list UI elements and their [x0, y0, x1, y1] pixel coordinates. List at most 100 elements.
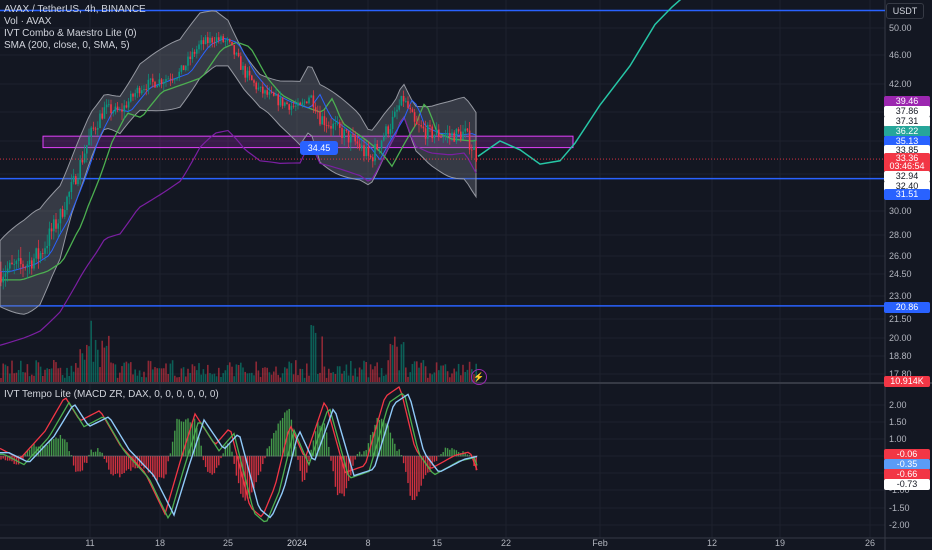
candle-body — [31, 260, 33, 269]
oscillator-histogram-bar — [200, 445, 202, 457]
oscillator-histogram-bar — [46, 445, 48, 457]
candle-body — [464, 128, 466, 132]
price-axis-badge: 20.86 — [884, 302, 930, 313]
candle-body — [20, 258, 22, 265]
candle-body — [121, 109, 123, 112]
candle-body — [211, 37, 213, 43]
candle-body — [158, 79, 161, 86]
volume-bar — [105, 345, 108, 382]
volume-bar — [72, 371, 75, 382]
candle-body — [200, 40, 202, 45]
oscillator-histogram-bar — [253, 456, 255, 489]
oscillator-histogram-bar — [55, 437, 57, 457]
candle-body — [387, 126, 389, 134]
volume-bar — [108, 335, 110, 382]
oscillator-histogram-bar — [264, 456, 266, 459]
oscillator-histogram-bar — [119, 456, 121, 478]
sma-indicator-label[interactable]: SMA (200, close, 0, SMA, 5) — [4, 40, 130, 51]
volume-bar — [220, 376, 222, 382]
volume-bar — [103, 347, 106, 382]
candle-body — [374, 143, 376, 162]
candle-body — [314, 107, 317, 112]
oscillator-histogram-bar — [405, 456, 407, 472]
candle-body — [149, 78, 152, 80]
candle-body — [396, 109, 398, 112]
oscillator-histogram-bar — [0, 456, 2, 460]
candle-body — [339, 122, 341, 128]
candle-body — [138, 87, 141, 94]
candle-body — [53, 219, 55, 232]
oscillator-histogram-bar — [330, 456, 332, 461]
candle-body — [433, 134, 436, 139]
volume-bar — [440, 365, 442, 382]
volume-bar — [297, 375, 299, 382]
volume-bar — [66, 367, 68, 382]
candle-body — [55, 219, 57, 229]
volume-bar — [207, 364, 209, 382]
candle-body — [420, 125, 422, 127]
volume-bar — [244, 371, 246, 382]
candle-body — [48, 228, 51, 246]
candle-body — [99, 113, 101, 129]
volume-bar — [68, 375, 70, 382]
price-axis-badge: 32.40 — [884, 181, 930, 192]
candle-body — [345, 129, 348, 131]
candle-body — [202, 40, 205, 45]
volume-bar — [365, 361, 367, 382]
candle-body — [268, 91, 271, 95]
volume-indicator-label[interactable]: Vol · AVAX — [4, 16, 52, 27]
oscillator-histogram-bar — [257, 456, 260, 476]
oscillator-histogram-bar — [444, 447, 447, 457]
oscillator-histogram-bar — [411, 456, 414, 501]
tempo-indicator-label[interactable]: IVT Tempo Lite (MACD ZR, DAX, 0, 0, 0, 0… — [4, 389, 219, 400]
candle-body — [431, 126, 433, 139]
volume-bar — [376, 362, 378, 382]
oscillator-histogram-bar — [66, 442, 68, 457]
oscillator-histogram-bar — [270, 438, 273, 457]
oscillator-histogram-bar — [171, 441, 174, 457]
candle-body — [251, 75, 253, 81]
volume-bar — [6, 366, 9, 382]
volume-bar — [372, 369, 374, 382]
candle-body — [273, 92, 275, 96]
candle-body — [262, 86, 264, 94]
candle-body — [347, 130, 350, 143]
oscillator-axis-label: 2.00 — [889, 400, 907, 410]
oscillator-histogram-bar — [22, 456, 24, 460]
candle-body — [6, 268, 9, 274]
oscillator-histogram-bar — [455, 450, 458, 457]
volume-bar — [442, 365, 444, 382]
candle-body — [471, 149, 473, 151]
currency-button[interactable]: USDT — [886, 3, 924, 19]
oscillator-histogram-bar — [435, 456, 438, 461]
volume-bar — [385, 374, 387, 382]
volume-bar — [457, 363, 460, 382]
lightning-icon[interactable]: ⚡ — [471, 369, 487, 385]
volume-bar — [391, 345, 394, 382]
volume-bar — [145, 377, 147, 382]
oscillator-histogram-bar — [189, 422, 191, 457]
price-axis-label: 28.00 — [889, 230, 912, 240]
oscillator-histogram-bar — [310, 449, 312, 457]
volume-bar — [57, 368, 59, 382]
time-axis-label: 19 — [775, 538, 785, 548]
volume-bar — [427, 377, 429, 382]
volume-bar — [363, 360, 365, 382]
volume-bar — [13, 373, 15, 382]
oscillator-histogram-bar — [174, 430, 176, 457]
volume-bar — [319, 372, 321, 382]
candle-body — [119, 109, 121, 111]
combo-indicator-label[interactable]: IVT Combo & Maestro Lite (0) — [4, 28, 137, 39]
oscillator-histogram-bar — [446, 448, 449, 457]
price-label-box[interactable]: 34.45 — [300, 141, 338, 155]
symbol-title[interactable]: AVAX / TetherUS, 4h, BINANCE — [4, 4, 146, 15]
volume-bar — [160, 368, 163, 382]
volume-bar — [314, 332, 317, 382]
candle-body — [33, 258, 35, 269]
volume-bar — [119, 372, 121, 382]
candle-body — [204, 37, 207, 45]
volume-bar — [308, 375, 310, 382]
volume-bar — [339, 366, 341, 382]
candle-body — [418, 124, 420, 126]
